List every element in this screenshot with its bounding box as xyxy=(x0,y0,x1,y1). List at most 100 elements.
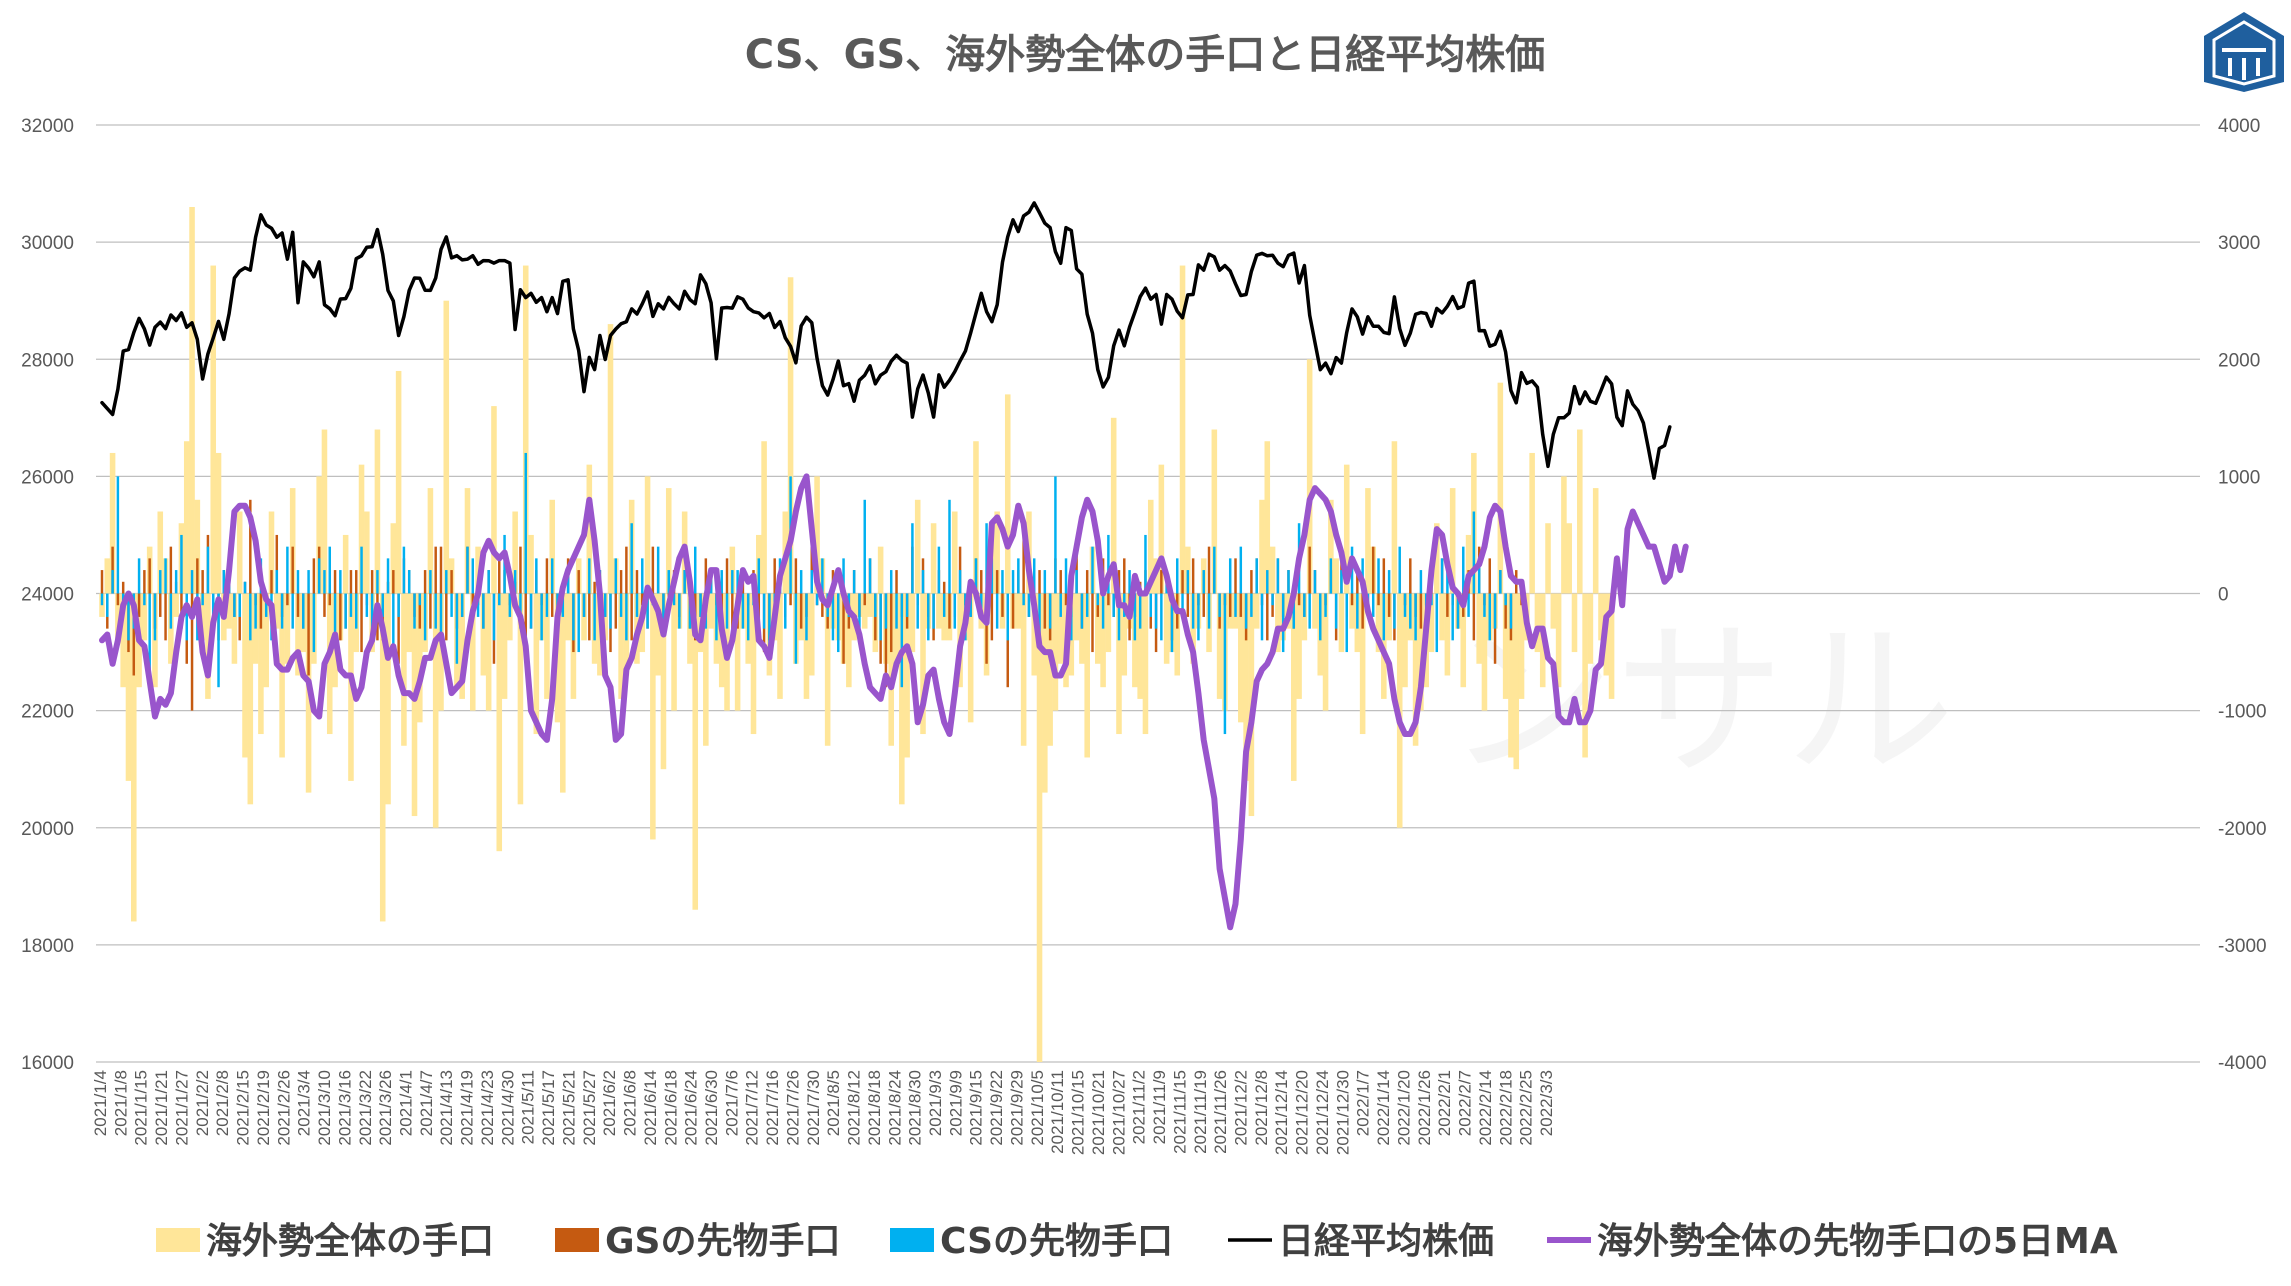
y-left-tick-label: 26000 xyxy=(21,467,74,488)
legend-label: GSの先物手口 xyxy=(605,1221,840,1262)
total-bar xyxy=(952,511,958,594)
cs-bar xyxy=(561,593,565,617)
cs-bar xyxy=(1043,570,1047,594)
total-bar xyxy=(1333,558,1339,594)
gs-bar xyxy=(1123,558,1126,594)
x-tick-label: 2021/12/2 xyxy=(1232,1070,1251,1146)
y-right-tick-label: 3000 xyxy=(2218,233,2260,254)
total-bar xyxy=(104,558,111,594)
total-bar xyxy=(1534,593,1541,653)
cs-bar xyxy=(916,593,919,629)
total-bar xyxy=(295,593,301,676)
total-bar xyxy=(1561,476,1567,594)
ma5-line xyxy=(99,473,1689,931)
cs-bar xyxy=(1048,593,1052,629)
total-bar xyxy=(284,593,291,664)
total-bar xyxy=(994,511,1000,594)
y-left-tick-label: 30000 xyxy=(21,233,74,254)
y-right-tick-label: -3000 xyxy=(2218,936,2267,957)
gs-bar xyxy=(190,593,194,711)
total-bar xyxy=(1105,593,1112,653)
cs-bar xyxy=(1446,570,1449,594)
cs-bar xyxy=(513,570,517,594)
gs-bar xyxy=(1001,593,1004,617)
total-bar xyxy=(824,593,831,746)
cs-bar xyxy=(466,546,469,594)
cs-bar xyxy=(1017,558,1020,594)
gs-bar xyxy=(1091,593,1094,653)
cs-bar xyxy=(445,570,448,594)
legend-label: 海外勢全体の手口 xyxy=(206,1220,494,1262)
gs-bar xyxy=(789,593,792,606)
cs-bar xyxy=(1085,593,1089,617)
x-tick-label: 2021/6/30 xyxy=(702,1070,721,1146)
gs-bar xyxy=(1064,593,1068,606)
cs-bar xyxy=(1032,558,1036,594)
cs-bar xyxy=(1462,546,1465,594)
cs-bar xyxy=(815,593,819,606)
gs-bar xyxy=(577,570,580,594)
y-left-tick-label: 20000 xyxy=(21,819,74,840)
cs-bar xyxy=(402,546,406,594)
x-tick-label: 2021/8/24 xyxy=(885,1070,904,1146)
x-tick-label: 2021/1/15 xyxy=(132,1070,151,1146)
total-bar xyxy=(1073,593,1080,641)
cs-bar xyxy=(492,593,496,641)
x-tick-label: 2021/10/15 xyxy=(1069,1070,1088,1155)
gs-bar xyxy=(980,570,983,594)
cs-bar xyxy=(137,558,141,594)
cs-bar xyxy=(678,593,681,629)
cs-bar xyxy=(725,593,729,629)
x-tick-label: 2021/4/13 xyxy=(437,1070,456,1146)
gs-bar xyxy=(370,570,374,594)
x-tick-label: 2021/3/26 xyxy=(376,1070,395,1146)
cs-bar xyxy=(794,593,798,664)
total-bar xyxy=(660,593,667,770)
cs-bar xyxy=(582,593,586,617)
gs-bar xyxy=(1371,546,1375,594)
cs-bar xyxy=(254,593,257,629)
cs-bar xyxy=(312,593,316,653)
cs-bar xyxy=(1292,593,1296,629)
y-left-tick-label: 32000 xyxy=(21,116,74,137)
total-bar xyxy=(1036,593,1043,1062)
total-bar xyxy=(671,593,677,711)
total-bar xyxy=(1174,593,1181,676)
x-tick-label: 2021/4/23 xyxy=(478,1070,497,1146)
cs-bar xyxy=(593,593,596,641)
cs-bar xyxy=(1504,593,1507,606)
total-bar xyxy=(1095,593,1101,664)
gs-bar xyxy=(259,593,263,629)
cs-bar xyxy=(641,558,644,594)
x-tick-label: 2022/2/25 xyxy=(1517,1070,1536,1146)
cs-bar xyxy=(508,593,512,617)
total-bar xyxy=(877,546,884,594)
total-bar xyxy=(512,511,518,594)
x-tick-label: 2021/1/8 xyxy=(111,1070,130,1136)
cs-bar xyxy=(746,593,750,641)
cs-bar xyxy=(296,570,300,594)
cs-bar xyxy=(1138,593,1142,629)
cs-bar xyxy=(921,570,925,594)
x-tick-label: 2021/3/16 xyxy=(335,1070,354,1146)
gs-bar xyxy=(550,593,554,617)
x-tick-label: 2022/2/14 xyxy=(1476,1070,1495,1146)
total-bar xyxy=(364,511,370,594)
gs-bar xyxy=(323,593,326,617)
cs-bar xyxy=(805,593,808,641)
cs-bar xyxy=(741,593,745,629)
x-tick-label: 2021/11/26 xyxy=(1211,1070,1230,1154)
gs-bar xyxy=(1038,570,1041,594)
gs-bar xyxy=(434,546,437,594)
total-bar xyxy=(1275,593,1281,653)
legend-label: 海外勢全体の先物手口の5日MA xyxy=(1597,1220,2118,1262)
x-tick-label: 2021/3/22 xyxy=(356,1070,375,1146)
gs-bar xyxy=(619,570,623,594)
gs-bar xyxy=(333,570,337,594)
cs-bar xyxy=(1340,570,1343,594)
gs-bar xyxy=(614,593,618,629)
gs-bar xyxy=(1011,593,1015,629)
x-tick-label: 2021/6/2 xyxy=(600,1070,619,1136)
cs-bar xyxy=(1440,558,1444,594)
cs-bar xyxy=(1382,593,1386,641)
